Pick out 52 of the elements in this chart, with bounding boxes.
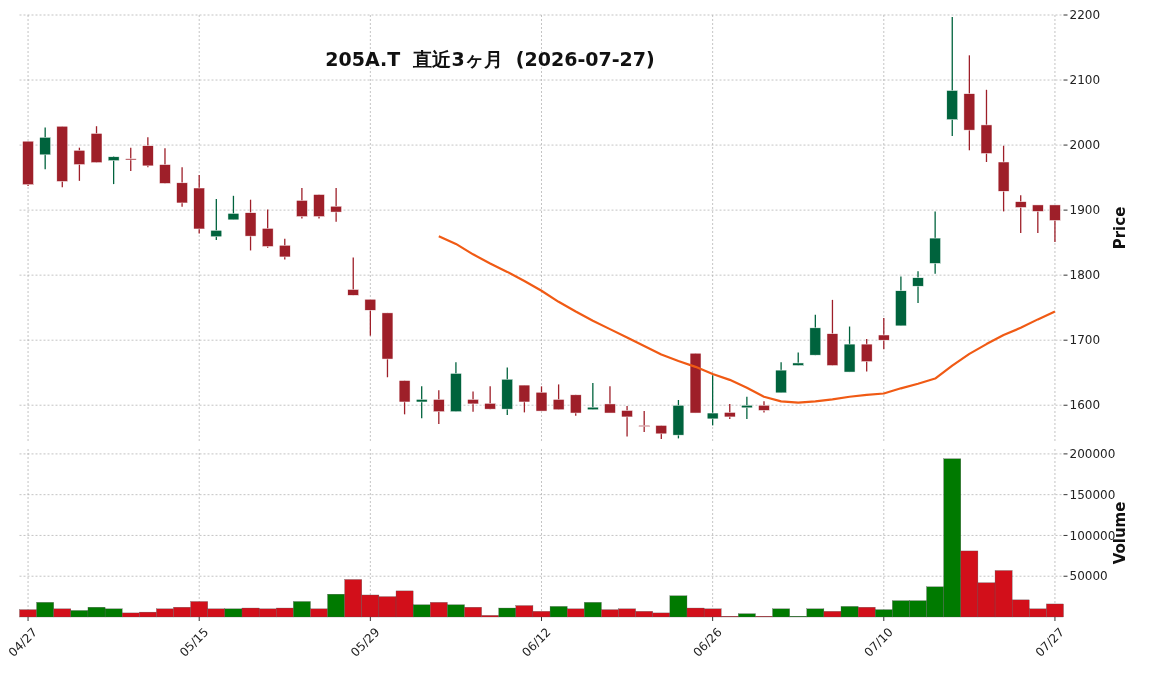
y-tick-label: 1600 [1069,398,1101,413]
candlestick [860,338,873,373]
candlestick [398,379,411,415]
candlestick [570,394,582,417]
candlestick [1014,194,1027,234]
candlestick [1049,204,1061,243]
candlestick [433,389,445,425]
candlestick [210,198,223,241]
text: 205A.T 直近3ヶ月 (2026-07-27) [325,48,655,70]
candlestick [552,383,565,411]
candlestick [775,361,787,394]
candlestick [261,208,274,249]
candlestick [296,187,308,220]
y-tick-label: 1700 [1069,333,1101,348]
y-tick-label: 50000 [1069,569,1108,584]
y-tick-label: 200000 [1069,447,1116,462]
candlestick [741,396,753,420]
candlestick [107,155,120,185]
candlestick [227,195,240,221]
candlestick [518,384,531,414]
y-tick-label: 2100 [1069,73,1101,88]
candlestick [279,238,291,261]
line-series [437,235,1057,404]
y-axis-title: Price [1111,206,1129,250]
y-tick-label: 150000 [1069,487,1116,502]
candlestick [912,270,924,304]
y-tick-label: 2200 [1069,8,1101,23]
candlestick [535,385,548,412]
candlestick [330,187,342,223]
candlestick [142,136,154,168]
candlestick [244,199,257,252]
candlestick [176,166,188,208]
candlestick [484,385,496,410]
candlestick [1032,204,1044,234]
y-tick-label: 1900 [1069,203,1101,218]
y-tick-label: 2000 [1069,138,1101,153]
candlestick [125,147,137,172]
candlestick [878,317,890,350]
candlestick [621,405,633,438]
candlestick [364,298,377,337]
candlestick [706,374,719,427]
candlestick [159,147,171,185]
candlestick [415,385,428,419]
candlestick [604,385,616,414]
y-tick-label: 1800 [1069,268,1101,283]
candlestick [347,256,359,296]
candlestick [313,193,325,220]
candlestick [587,382,599,411]
candlestick [73,147,86,182]
candlestick [638,410,650,433]
candlestick [39,126,51,170]
candlestick [467,390,479,413]
